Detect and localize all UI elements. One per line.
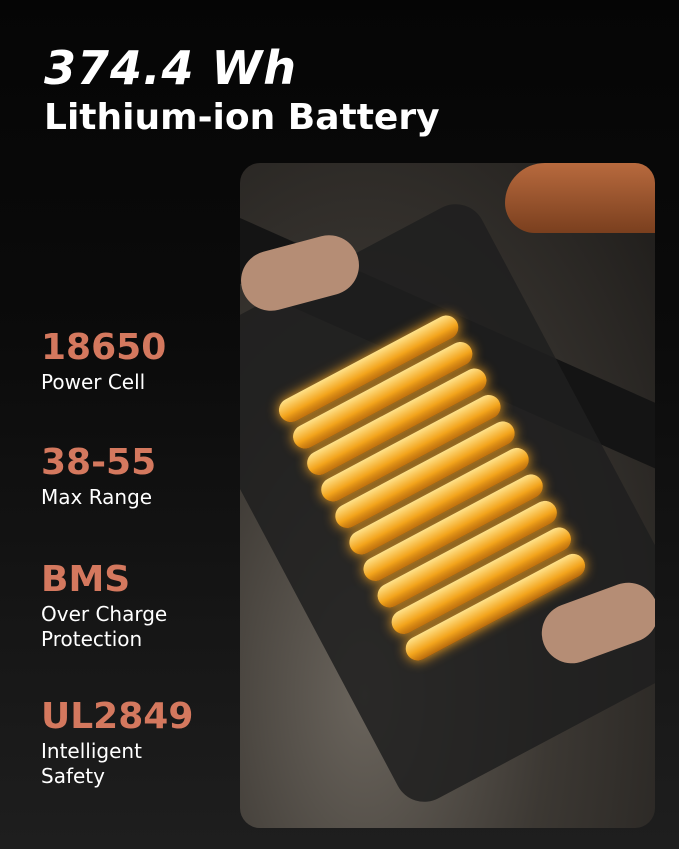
battery-photo	[240, 163, 655, 828]
spec-power-cell: 18650 Power Cell	[41, 328, 166, 395]
spec-bms: BMS Over Charge Protection	[41, 560, 211, 652]
spec-ul2849: UL2849 Intelligent Safety	[41, 696, 194, 789]
spec-label: Over Charge Protection	[41, 602, 168, 651]
spec-value: BMS	[41, 559, 131, 600]
spec-value: 38-55	[41, 442, 157, 483]
battery-subtitle: Lithium-ion Battery	[44, 97, 440, 138]
spec-label: Intelligent Safety	[41, 739, 142, 788]
spec-value: 18650	[41, 327, 167, 368]
spec-label: Max Range	[41, 485, 153, 509]
bike-seat	[505, 163, 655, 233]
spec-max-range: 38-55 Max Range	[41, 443, 156, 510]
capacity-title: 374.4 Wh	[44, 41, 298, 95]
spec-label: Power Cell	[41, 370, 146, 394]
spec-value: UL2849	[41, 696, 194, 737]
